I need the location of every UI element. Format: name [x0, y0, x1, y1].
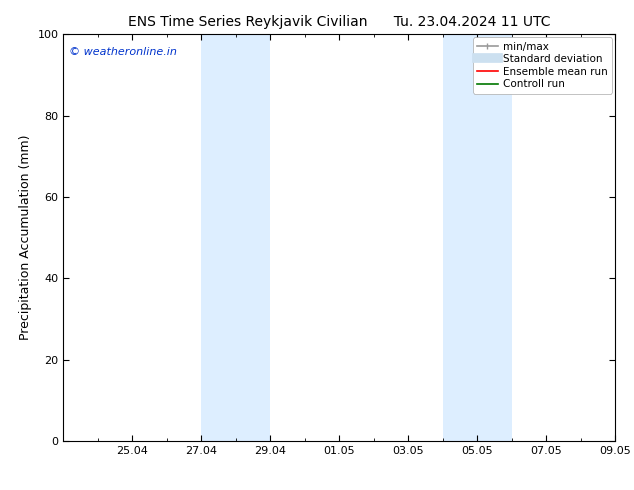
Text: © weatheronline.in: © weatheronline.in [69, 47, 177, 56]
Bar [443, 34, 512, 441]
Legend: min/max, Standard deviation, Ensemble mean run, Controll run: min/max, Standard deviation, Ensemble me… [473, 37, 612, 94]
Bar [202, 34, 270, 441]
Title: ENS Time Series Reykjavik Civilian      Tu. 23.04.2024 11 UTC: ENS Time Series Reykjavik Civilian Tu. 2… [128, 15, 550, 29]
Y-axis label: Precipitation Accumulation (mm): Precipitation Accumulation (mm) [19, 135, 32, 341]
